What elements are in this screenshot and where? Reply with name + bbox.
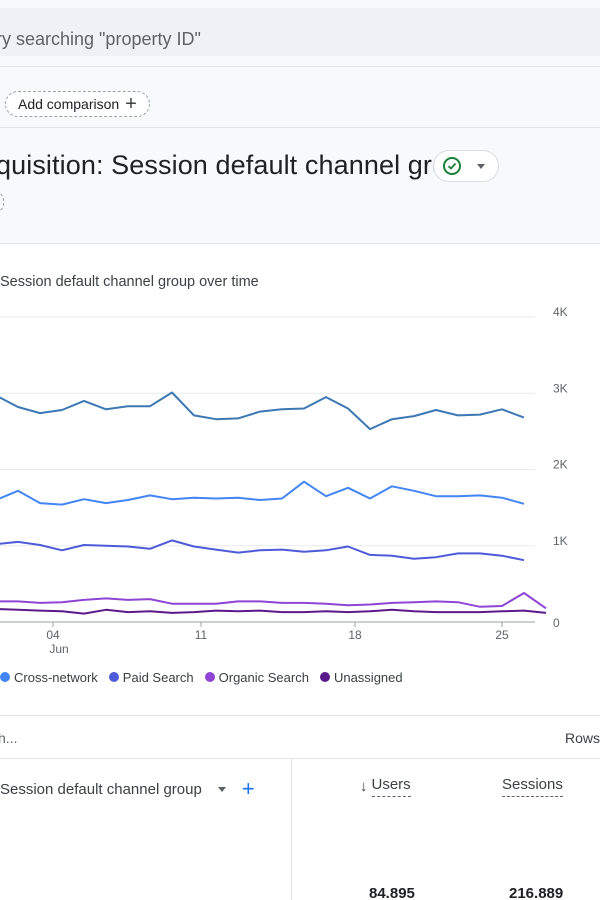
legend-dot-icon — [108, 672, 119, 682]
chart-title: Session default channel group over time — [0, 274, 259, 290]
chevron-down-icon — [477, 164, 485, 169]
page-title: quisition: Session default channel group — [0, 150, 478, 180]
legend-item[interactable]: Paid Search — [108, 669, 194, 685]
comparison-bar: Add comparison + — [0, 66, 600, 128]
plus-icon: + — [125, 93, 137, 115]
users-column-header[interactable]: ↓ Users — [360, 776, 411, 797]
legend-item[interactable]: Unassigned — [319, 669, 403, 685]
search-input[interactable]: ry searching "property ID" — [0, 8, 600, 56]
y-tick-label: 1K — [553, 534, 568, 548]
y-tick-label: 0 — [553, 616, 560, 630]
x-tick-sublabel: Jun — [49, 642, 68, 656]
legend-dot-icon — [319, 672, 330, 682]
y-tick-label: 4K — [553, 305, 568, 319]
sessions-column-header[interactable]: Sessions — [502, 776, 563, 797]
top-search-bar: ry searching "property ID" — [0, 0, 600, 66]
series-line-4 — [0, 608, 547, 615]
y-tick-label: 2K — [553, 458, 568, 472]
divider — [0, 715, 600, 716]
series-line-0 — [0, 391, 525, 431]
series-line-1 — [0, 480, 525, 506]
legend-item[interactable]: Organic Search — [204, 669, 309, 685]
legend-dot-icon — [0, 672, 10, 682]
divider — [0, 758, 600, 759]
search-placeholder: ry searching "property ID" — [0, 29, 201, 49]
dimension-header[interactable]: Session default channel group + — [0, 778, 255, 800]
users-header-label: Users — [371, 776, 411, 797]
add-comparison-label: Add comparison — [18, 96, 120, 112]
check-circle-icon — [443, 157, 461, 175]
legend-label: Unassigned — [333, 669, 403, 685]
sessions-total-value: 216.889 — [509, 885, 564, 900]
x-tick-label: 04 — [46, 628, 60, 642]
series-line-2 — [0, 539, 525, 562]
x-tick-label: 18 — [348, 628, 362, 642]
report-header: quisition: Session default channel group — [0, 128, 600, 244]
report-status-dropdown[interactable] — [433, 150, 499, 182]
table-search-input[interactable]: h... — [0, 730, 18, 746]
legend-dot-icon — [204, 672, 215, 682]
sessions-header-label: Sessions — [502, 776, 563, 797]
column-divider — [291, 758, 292, 900]
add-dimension-icon[interactable]: + — [241, 776, 255, 801]
y-tick-label: 3K — [553, 381, 568, 395]
filter-chip[interactable] — [0, 192, 4, 212]
rows-per-page-label: Rows — [565, 730, 600, 746]
x-tick-label: 25 — [495, 628, 509, 642]
chart-legend: Cross-network Paid Search Organic Search Un… — [0, 668, 414, 686]
legend-item[interactable]: Cross-network — [0, 670, 98, 685]
series-line-3 — [0, 592, 547, 610]
dimension-header-label: Session default channel group — [0, 780, 202, 798]
x-tick-label: 11 — [195, 628, 208, 642]
legend-label: Organic Search — [218, 669, 309, 685]
add-comparison-button[interactable]: Add comparison + — [5, 91, 150, 117]
legend-label: Cross-network — [14, 669, 98, 685]
users-total-value: 84.895 — [369, 885, 415, 900]
legend-label: Paid Search — [122, 669, 194, 685]
sort-down-arrow-icon: ↓ — [360, 778, 368, 795]
chevron-down-icon[interactable] — [217, 786, 226, 792]
